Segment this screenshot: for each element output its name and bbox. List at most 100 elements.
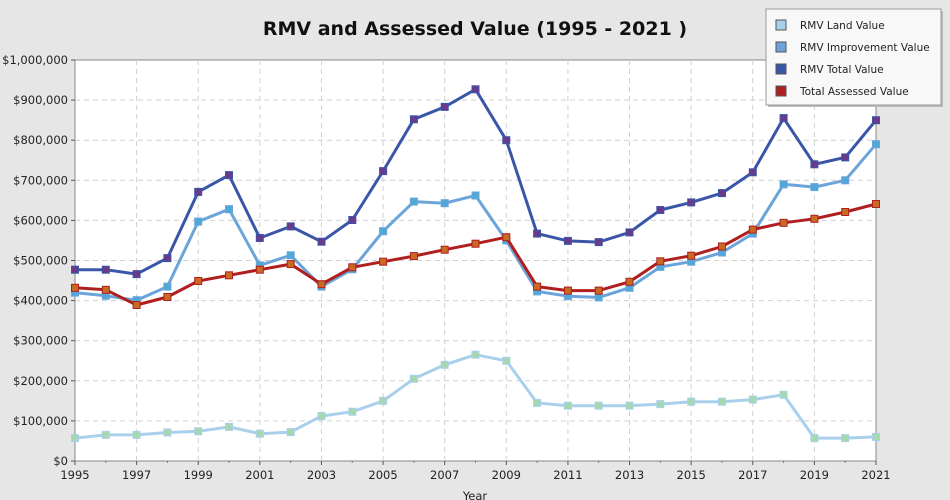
x-tick-label: 2007 [430, 468, 459, 482]
data-point [779, 390, 788, 399]
data-point [841, 434, 850, 443]
x-axis: 1995 1997 1999 2001 2003 2005 2007 2009 2011 2013… [60, 461, 891, 482]
data-point [255, 265, 264, 274]
data-point [779, 218, 788, 227]
x-tick-label: 2017 [738, 468, 767, 482]
x-tick-label: 2021 [861, 468, 890, 482]
y-tick-label: $700,000 [13, 173, 68, 187]
x-tick-label: 2015 [677, 468, 706, 482]
data-point [317, 412, 326, 421]
data-point [471, 85, 480, 94]
data-point [656, 257, 665, 266]
x-tick-label: 2009 [492, 468, 521, 482]
x-tick-label: 2011 [553, 468, 582, 482]
data-point [594, 293, 603, 302]
data-point [194, 277, 203, 285]
data-point [101, 285, 110, 294]
legend-label: RMV Total Value [800, 64, 884, 76]
data-point [594, 286, 603, 295]
legend-swatch [775, 41, 787, 53]
x-tick-label: 1997 [122, 468, 151, 482]
y-tick-label: $200,000 [13, 374, 68, 388]
data-point [810, 214, 819, 223]
data-point [718, 189, 726, 198]
data-point [132, 430, 141, 439]
data-point [718, 242, 726, 251]
data-point [502, 356, 511, 365]
data-point [872, 432, 880, 441]
data-point [194, 217, 203, 226]
data-point [255, 429, 264, 438]
x-tick-label: 2005 [368, 468, 397, 482]
data-point [872, 116, 880, 125]
data-point [563, 286, 572, 295]
data-point [71, 265, 79, 274]
data-point [163, 428, 172, 437]
data-point [379, 257, 388, 266]
data-point [656, 400, 665, 409]
data-point [533, 398, 542, 407]
data-point [625, 401, 634, 410]
data-point [348, 407, 357, 416]
data-point [440, 199, 449, 208]
data-point [286, 260, 295, 269]
data-point [687, 397, 696, 406]
data-point [748, 395, 757, 404]
legend-swatch [775, 19, 787, 31]
data-point [440, 102, 449, 111]
data-point [810, 183, 819, 192]
data-point [625, 277, 634, 286]
y-tick-label: $100,000 [13, 414, 68, 428]
x-tick-label: 2013 [615, 468, 644, 482]
data-point [440, 245, 449, 254]
data-point [409, 374, 418, 383]
data-point [163, 254, 172, 263]
y-axis: $0 $100,000 $200,000 $300,000 $400,000 $500,0… [2, 53, 75, 468]
data-point [779, 180, 788, 189]
data-point [101, 430, 110, 439]
data-point [317, 237, 326, 246]
legend: RMV Land Value RMV Improvement Value RMV T… [765, 8, 943, 107]
y-tick-label: $600,000 [13, 213, 68, 227]
data-point [132, 301, 141, 309]
data-point [132, 270, 141, 279]
data-point [502, 136, 511, 145]
data-point [841, 176, 850, 185]
data-point [748, 225, 757, 234]
data-point [594, 401, 603, 410]
data-point [718, 397, 726, 406]
data-point [502, 233, 511, 242]
data-point [286, 251, 295, 260]
data-point [163, 282, 172, 291]
data-point [810, 160, 819, 169]
x-tick-label: 2001 [245, 468, 274, 482]
y-tick-label: $800,000 [13, 133, 68, 147]
y-tick-label: $1,000,000 [2, 53, 68, 67]
legend-swatch [775, 63, 787, 75]
y-tick-label: $500,000 [13, 254, 68, 268]
data-point [317, 280, 326, 289]
data-point [409, 115, 418, 124]
y-tick-label: $0 [53, 454, 68, 468]
x-tick-label: 1999 [184, 468, 213, 482]
data-point [533, 282, 542, 291]
data-point [563, 236, 572, 245]
series-rmv-land-value [71, 350, 880, 443]
data-point [379, 396, 388, 405]
data-point [748, 168, 757, 177]
legend-label: Total Assessed Value [799, 86, 909, 98]
data-point [163, 293, 172, 301]
legend-label: RMV Improvement Value [800, 42, 930, 54]
data-point [687, 251, 696, 260]
x-tick-label: 2019 [800, 468, 829, 482]
data-point [594, 238, 603, 247]
data-point [286, 428, 295, 437]
data-point [101, 265, 110, 274]
data-point [225, 271, 233, 280]
data-point [409, 252, 418, 261]
x-tick-label: 2003 [307, 468, 336, 482]
data-point [471, 350, 480, 359]
y-tick-label: $300,000 [13, 334, 68, 348]
data-point [71, 434, 79, 443]
